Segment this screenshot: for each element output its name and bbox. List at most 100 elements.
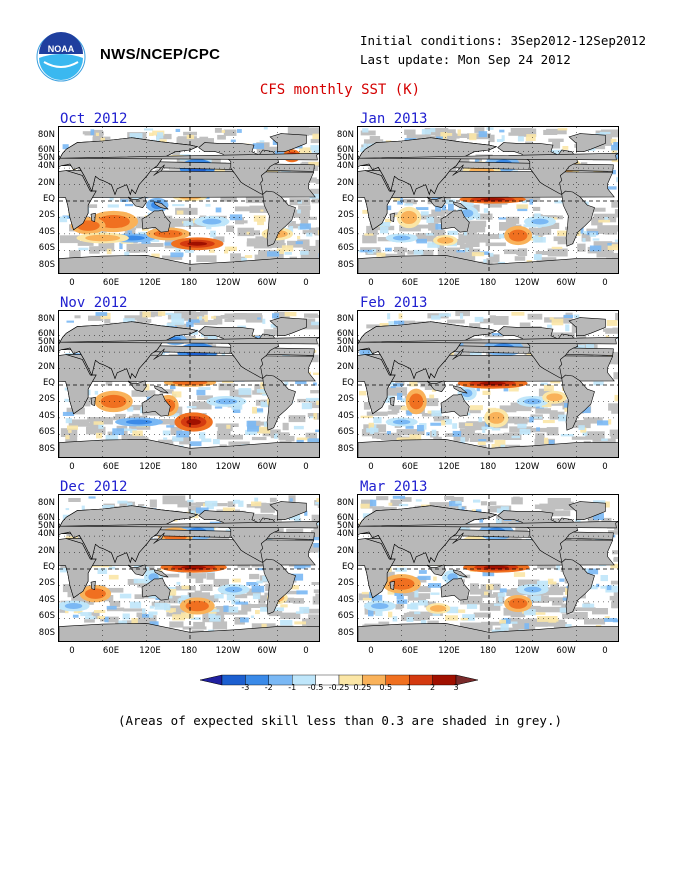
lat-tick-label: EQ bbox=[42, 562, 55, 572]
lat-tick-label: 80S bbox=[337, 260, 354, 270]
panel-title-mar-2013: Mar 2013 bbox=[360, 479, 428, 495]
lat-tick-label: 40S bbox=[38, 594, 55, 605]
lat-tick-label: EQ bbox=[341, 378, 354, 388]
colorbar-tick-label: 1 bbox=[406, 683, 412, 692]
lat-tick-label: EQ bbox=[42, 194, 55, 204]
lon-tick-label: 0 bbox=[602, 462, 608, 472]
panel-title-dec-2012: Dec 2012 bbox=[60, 479, 128, 495]
lat-tick-label: 20N bbox=[336, 361, 354, 372]
lon-tick-label: 120W bbox=[514, 646, 540, 656]
lat-tick-label: 60S bbox=[337, 427, 354, 438]
colorbar-tick-label: -2 bbox=[264, 683, 273, 692]
lon-tick-label: 0 bbox=[69, 278, 75, 288]
map-panel-nov-2012 bbox=[58, 310, 320, 458]
lon-tick-label: 120E bbox=[139, 462, 161, 472]
lat-tick-label: 60S bbox=[38, 427, 55, 438]
panel-title-oct-2012: Oct 2012 bbox=[60, 111, 128, 127]
lat-tick-label: EQ bbox=[341, 194, 354, 204]
colorbar-tick-label: -1 bbox=[288, 683, 297, 692]
lon-tick-label: 60E bbox=[401, 646, 419, 656]
map-panel-mar-2013 bbox=[357, 494, 619, 642]
lat-tick-label: 40N bbox=[336, 161, 354, 172]
lon-tick-label: 60E bbox=[102, 278, 120, 288]
lat-tick-label: 20N bbox=[37, 545, 55, 556]
colorbar-tick-label: 0.5 bbox=[379, 683, 393, 692]
lat-tick-label: 50N bbox=[37, 520, 55, 531]
lon-tick-label: 0 bbox=[602, 278, 608, 288]
lat-tick-label: 50N bbox=[336, 336, 354, 347]
colorbar-tick-label: -3 bbox=[241, 683, 250, 692]
panel-title-nov-2012: Nov 2012 bbox=[60, 295, 128, 311]
lon-tick-label: 60W bbox=[556, 646, 576, 656]
colorbar-tick-label: 3 bbox=[453, 683, 459, 692]
lat-tick-label: 20S bbox=[337, 394, 354, 405]
lat-tick-label: 40S bbox=[38, 410, 55, 421]
lon-tick-label: 120W bbox=[514, 462, 540, 472]
lat-tick-label: 80S bbox=[337, 444, 354, 454]
figure-title: CFS monthly SST (K) bbox=[259, 82, 421, 98]
lon-tick-label: 0 bbox=[303, 646, 309, 656]
lat-tick-label: EQ bbox=[42, 378, 55, 388]
lon-tick-label: 180 bbox=[479, 462, 497, 472]
lat-tick-label: EQ bbox=[341, 562, 354, 572]
lat-tick-label: 80N bbox=[37, 498, 55, 508]
lon-tick-label: 0 bbox=[303, 278, 309, 288]
lon-tick-label: 0 bbox=[602, 646, 608, 656]
lon-tick-label: 60W bbox=[257, 646, 277, 656]
lon-tick-label: 180 bbox=[479, 646, 497, 656]
lat-tick-label: 80S bbox=[38, 260, 55, 270]
lat-tick-label: 40S bbox=[337, 410, 354, 421]
lon-tick-label: 60E bbox=[102, 646, 120, 656]
lon-tick-label: 120E bbox=[438, 462, 460, 472]
lon-tick-label: 60E bbox=[401, 278, 419, 288]
lon-tick-label: 60E bbox=[401, 462, 419, 472]
lat-tick-label: 20N bbox=[336, 177, 354, 188]
lon-tick-label: 120E bbox=[438, 278, 460, 288]
lon-tick-label: 120E bbox=[438, 646, 460, 656]
lon-tick-label: 120W bbox=[215, 462, 241, 472]
lat-tick-label: 20N bbox=[336, 545, 354, 556]
lat-tick-label: 60N bbox=[336, 144, 354, 155]
map-panel-oct-2012 bbox=[58, 126, 320, 274]
lat-tick-label: 20S bbox=[38, 578, 55, 589]
lat-tick-label: 20N bbox=[37, 361, 55, 372]
lon-tick-label: 0 bbox=[368, 462, 374, 472]
lat-tick-label: 80S bbox=[38, 444, 55, 454]
lat-tick-label: 80N bbox=[37, 314, 55, 324]
lat-tick-label: 20S bbox=[38, 394, 55, 405]
lat-tick-label: 40S bbox=[38, 226, 55, 237]
colorbar-tick-label: 0.25 bbox=[353, 683, 372, 692]
lat-tick-label: 80N bbox=[37, 130, 55, 140]
colorbar-tick-label: 2 bbox=[430, 683, 436, 692]
colorbar-low-arrow bbox=[200, 674, 223, 686]
lat-tick-label: 80N bbox=[336, 314, 354, 324]
lat-tick-label: 40N bbox=[37, 529, 55, 540]
colorbar-tick-label: -0.25 bbox=[328, 683, 350, 692]
lat-tick-label: 20S bbox=[38, 210, 55, 221]
lat-tick-label: 20N bbox=[37, 177, 55, 188]
lat-tick-label: 60N bbox=[37, 144, 55, 155]
lon-tick-label: 60W bbox=[556, 278, 576, 288]
panel-title-jan-2013: Jan 2013 bbox=[360, 111, 428, 127]
colorbar-tick-label: -0.5 bbox=[307, 683, 324, 692]
footnote: (Areas of expected skill less than 0.3 a… bbox=[117, 713, 562, 728]
noaa-logo: NOAA bbox=[36, 32, 86, 82]
panel-title-feb-2013: Feb 2013 bbox=[360, 295, 428, 311]
lat-tick-label: 60S bbox=[38, 611, 55, 622]
lon-tick-label: 0 bbox=[368, 646, 374, 656]
lat-tick-label: 60S bbox=[337, 243, 354, 254]
lat-tick-label: 80N bbox=[336, 130, 354, 140]
lat-tick-label: 80S bbox=[38, 628, 55, 638]
map-panel-jan-2013 bbox=[357, 126, 619, 274]
lon-tick-label: 120W bbox=[514, 278, 540, 288]
lat-tick-label: 40N bbox=[336, 529, 354, 540]
lon-tick-label: 120E bbox=[139, 278, 161, 288]
lat-tick-label: 40N bbox=[37, 345, 55, 356]
last-update: Last update: Mon Sep 24 2012 bbox=[360, 52, 571, 67]
lon-tick-label: 0 bbox=[69, 646, 75, 656]
lon-tick-label: 60E bbox=[102, 462, 120, 472]
org-name: NWS/NCEP/CPC bbox=[100, 46, 221, 63]
lon-tick-label: 60W bbox=[556, 462, 576, 472]
lat-tick-label: 60N bbox=[336, 512, 354, 523]
lon-tick-label: 180 bbox=[479, 278, 497, 288]
